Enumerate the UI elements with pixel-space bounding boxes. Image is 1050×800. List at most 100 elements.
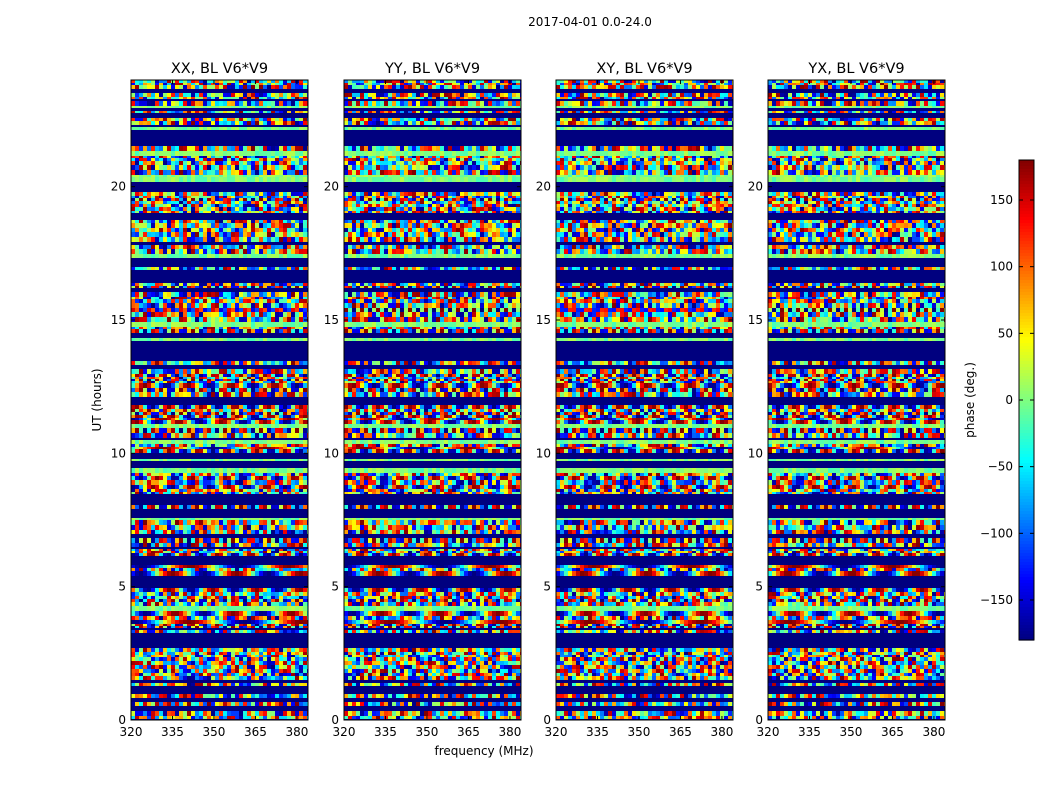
heatmap-cell [295, 93, 299, 97]
heatmap-cell [155, 518, 159, 520]
heatmap-cell [279, 207, 283, 211]
heatmap-cell [259, 428, 263, 433]
heatmap-cell [151, 85, 155, 89]
heatmap-cell [287, 175, 291, 177]
heatmap-cell [251, 292, 255, 297]
heatmap-cell [255, 198, 259, 201]
heatmap-cell [135, 661, 139, 665]
heatmap-cell [299, 369, 303, 374]
heatmap-cell [163, 412, 167, 415]
heatmap-cell [303, 433, 307, 438]
heatmap-cell [267, 232, 271, 237]
heatmap-cell [215, 267, 219, 270]
heatmap-cell [203, 228, 207, 232]
heatmap-cell [287, 405, 291, 409]
heatmap-cell [287, 228, 291, 232]
heatmap-cell [219, 121, 223, 125]
heatmap-cell [263, 146, 267, 151]
heatmap-cell [231, 473, 235, 476]
heatmap-cell [187, 317, 191, 322]
heatmap-cell [131, 602, 135, 606]
heatmap-cell [195, 551, 199, 553]
heatmap-cell [163, 657, 167, 661]
heatmap-cell [179, 489, 183, 492]
heatmap-cell [211, 196, 215, 198]
heatmap-cell [219, 606, 223, 611]
heatmap-cell [223, 520, 227, 525]
heatmap-cell [195, 158, 199, 161]
heatmap-cell [211, 329, 215, 333]
heatmap-cell [195, 652, 199, 655]
heatmap-cell [187, 121, 191, 125]
heatmap-cell [239, 405, 243, 409]
heatmap-cell [191, 620, 195, 624]
heatmap-cell [155, 602, 159, 606]
heatmap-cell [207, 254, 211, 258]
heatmap-cell [143, 192, 147, 196]
heatmap-cell [167, 211, 171, 213]
heatmap-cell [255, 170, 259, 175]
heatmap-cell [235, 85, 239, 89]
heatmap-cell [151, 127, 155, 130]
heatmap-cell [223, 292, 227, 297]
heatmap-cell [271, 459, 275, 461]
heatmap-cell [187, 165, 191, 170]
heatmap-cell [211, 599, 215, 602]
heatmap-cell [163, 588, 167, 592]
heatmap-cell [139, 468, 143, 473]
heatmap-cell [155, 374, 159, 377]
heatmap-cell [203, 267, 207, 270]
heatmap-cell [155, 158, 159, 161]
heatmap-cell [239, 388, 243, 392]
heatmap-cell [279, 283, 283, 286]
heatmap-cell [263, 648, 267, 652]
heatmap-cell [279, 338, 283, 341]
heatmap-cell [303, 383, 307, 388]
heatmap-cell [247, 158, 251, 161]
heatmap-cell [183, 418, 187, 420]
heatmap-cell [195, 327, 199, 329]
heatmap-cell [295, 549, 299, 551]
heatmap-cell [279, 374, 283, 377]
heatmap-cell [283, 170, 287, 175]
heatmap-cell [267, 204, 271, 207]
heatmap-cell [259, 97, 263, 99]
heatmap-cell [247, 630, 251, 633]
heatmap-cell [159, 204, 163, 207]
heatmap-cell [131, 308, 135, 312]
heatmap-cell [251, 489, 255, 492]
heatmap-cell [167, 480, 171, 485]
heatmap-cell [299, 196, 303, 198]
heatmap-cell [155, 118, 159, 121]
heatmap-cell [143, 121, 147, 125]
heatmap-cell [231, 392, 235, 397]
heatmap-cell [207, 211, 211, 213]
heatmap-cell [155, 616, 159, 620]
heatmap-cell [231, 565, 235, 568]
heatmap-cell [303, 308, 307, 312]
heatmap-cell [171, 237, 175, 242]
heatmap-cell [271, 170, 275, 175]
heatmap-cell [187, 473, 191, 476]
heatmap-cell [215, 480, 219, 485]
heatmap-cell [139, 201, 143, 204]
heatmap-cell [171, 624, 175, 626]
heatmap-cell [211, 101, 215, 106]
heatmap-cell [271, 543, 275, 547]
heatmap-cell [131, 383, 135, 388]
heatmap-cell [151, 392, 155, 397]
heatmap-cell [255, 303, 259, 308]
heatmap-cell [139, 505, 143, 509]
heatmap-cell [199, 388, 203, 392]
heatmap-cell [199, 409, 203, 412]
heatmap-cell [167, 232, 171, 237]
heatmap-cell [207, 592, 211, 596]
heatmap-cell [283, 489, 287, 492]
heatmap-cell [267, 151, 271, 156]
heatmap-cell [279, 616, 283, 620]
heatmap-cell [223, 322, 227, 327]
heatmap-cell [219, 476, 223, 480]
heatmap-cell [287, 292, 291, 297]
heatmap-cell [219, 383, 223, 388]
heatmap-cell [239, 97, 243, 99]
